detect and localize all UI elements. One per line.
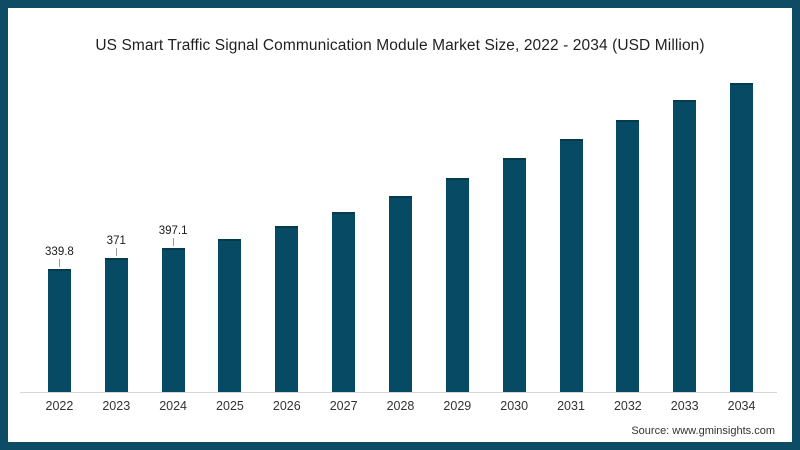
x-tick-2029: 2029 [443,399,472,413]
bar-2025 [218,239,242,392]
bar-2022 [47,269,71,392]
bars-area: 339.8 371 397.1 [31,60,770,392]
bar-2032 [616,120,640,392]
bar-2029 [445,178,469,392]
x-axis-ticks: 2022 2023 2024 2025 2026 2027 2028 2029 2030 2031… [31,399,770,413]
bar-column-2033 [656,60,713,392]
bar-2034 [730,83,754,392]
bar-column-2028 [372,60,429,392]
bar-value-label-2023: 371 [106,235,126,247]
bar-column-2029 [429,60,486,392]
bar-value-label-2024: 397.1 [158,225,188,237]
x-tick-2022: 2022 [45,399,74,413]
bar-2024 [161,248,185,392]
bar-2028 [388,196,412,392]
bar-2031 [559,139,583,392]
source-credit: Source: www.gminsights.com [631,425,775,437]
x-tick-2031: 2031 [557,399,585,413]
bar-value-label-2022: 339.8 [45,246,74,258]
bar-2033 [673,100,697,392]
x-tick-2023: 2023 [102,399,131,413]
bar-column-2022: 339.8 [31,60,88,392]
x-tick-2032: 2032 [613,399,642,413]
chart-title: US Smart Traffic Signal Communication Mo… [95,37,705,54]
bar-column-2027 [315,60,372,392]
bar-column-2034 [713,60,770,392]
x-tick-2024: 2024 [159,399,188,413]
bar-2026 [275,226,299,392]
bar-column-2026 [258,60,315,392]
label-leader-line [172,238,174,246]
bar-column-2030 [486,60,543,392]
x-tick-2033: 2033 [670,399,699,413]
x-axis-line [20,392,777,393]
bar-column-2032 [599,60,656,392]
x-tick-2027: 2027 [329,399,358,413]
bar-column-2023: 371 [88,60,145,392]
label-leader-line [115,248,117,256]
x-tick-2026: 2026 [272,399,301,413]
x-tick-2028: 2028 [386,399,415,413]
bar-2027 [332,212,356,392]
x-tick-2030: 2030 [500,399,529,413]
bar-2030 [502,158,526,392]
x-tick-2025: 2025 [216,399,244,413]
bar-2023 [104,258,128,392]
x-tick-2034: 2034 [727,399,756,413]
bar-column-2024: 397.1 [145,60,202,392]
label-leader-line [58,259,60,267]
bar-column-2025 [202,60,259,392]
bar-column-2031 [543,60,600,392]
